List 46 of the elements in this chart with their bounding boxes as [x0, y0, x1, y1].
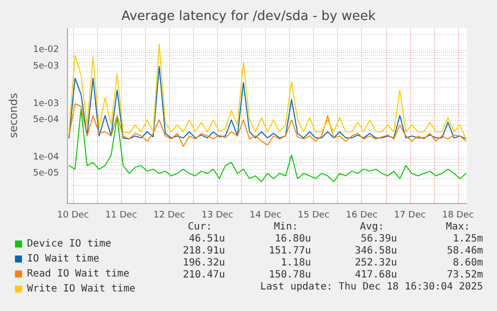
y-tick-label: 5e-04	[33, 114, 60, 125]
text: Min:	[274, 222, 298, 232]
x-tick-label: 18 Dec	[442, 210, 474, 220]
y-tick-label: 5e-03	[33, 61, 59, 72]
text: 58.46m	[446, 246, 483, 256]
text: 73.52m	[446, 270, 483, 280]
text: Cur:	[188, 222, 212, 232]
text: 1.25m	[452, 234, 483, 244]
text: 252.32u	[354, 258, 397, 268]
legend-label: IO Wait time	[27, 254, 100, 264]
y-tick-label: 1e-03	[33, 98, 59, 109]
text: 56.39u	[360, 234, 397, 244]
text: 46.51u	[188, 234, 225, 244]
x-tick-label: 11 Dec	[105, 210, 138, 220]
y-tick-label: 1e-02	[33, 45, 59, 56]
text: 210.47u	[182, 270, 225, 280]
legend-label: Device IO time	[27, 238, 112, 250]
line-series	[68, 66, 466, 140]
x-tick-label: 13 Dec	[202, 210, 234, 220]
y-tick-label: 1e-04	[33, 152, 60, 162]
line-series	[68, 44, 466, 140]
line-series	[68, 108, 466, 182]
x-tick-label: 17 Dec	[394, 210, 426, 220]
line-series	[68, 103, 466, 147]
y-tick-label: 5e-05	[33, 168, 59, 178]
x-tick-label: 16 Dec	[346, 210, 378, 220]
text: 16.80u	[274, 234, 311, 244]
y-axis-title: seconds	[7, 92, 20, 138]
text: 417.68u	[354, 270, 397, 280]
text: 346.58u	[354, 246, 397, 256]
x-tick-label: 12 Dec	[153, 210, 186, 220]
chart-title: Average latency for /dev/sda - by week	[121, 9, 376, 24]
text: 218.91u	[182, 246, 225, 256]
x-tick-label: 14 Dec	[250, 210, 282, 220]
text: Last update: Thu Dec 18 16:30:04 2025	[260, 282, 483, 292]
text: 8.60m	[452, 258, 483, 268]
x-tick-label: 10 Dec	[57, 210, 89, 220]
text: Avg:	[360, 222, 384, 232]
text: Max:	[446, 222, 470, 232]
text: 1.18u	[280, 258, 311, 268]
x-tick-label: 15 Dec	[298, 210, 330, 220]
text: 196.32u	[182, 258, 225, 268]
legend-label: Read IO Wait time	[27, 268, 130, 280]
legend-label: Write IO Wait time	[27, 284, 136, 294]
text: 150.78u	[268, 270, 311, 280]
text: 151.77u	[268, 246, 311, 256]
